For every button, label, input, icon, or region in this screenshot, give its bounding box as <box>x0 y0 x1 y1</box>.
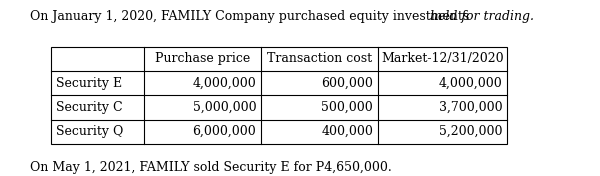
Text: 6,000,000: 6,000,000 <box>193 125 256 138</box>
Text: Security Q: Security Q <box>56 125 123 138</box>
Text: Market-12/31/2020: Market-12/31/2020 <box>381 52 504 65</box>
Text: 500,000: 500,000 <box>322 101 373 114</box>
Text: 3,700,000: 3,700,000 <box>439 101 502 114</box>
Text: 4,000,000: 4,000,000 <box>193 77 256 90</box>
Text: 600,000: 600,000 <box>322 77 373 90</box>
Text: Security E: Security E <box>56 77 122 90</box>
Text: 4,000,000: 4,000,000 <box>439 77 502 90</box>
Text: 5,000,000: 5,000,000 <box>193 101 256 114</box>
Text: Transaction cost: Transaction cost <box>267 52 372 65</box>
Text: 400,000: 400,000 <box>322 125 373 138</box>
Text: On January 1, 2020, FAMILY Company purchased equity investments: On January 1, 2020, FAMILY Company purch… <box>30 10 473 23</box>
Text: 5,200,000: 5,200,000 <box>439 125 502 138</box>
Text: held for trading.: held for trading. <box>430 10 534 23</box>
Text: On May 1, 2021, FAMILY sold Security E for P4,650,000.: On May 1, 2021, FAMILY sold Security E f… <box>30 161 392 174</box>
Text: Security C: Security C <box>56 101 122 114</box>
Text: Purchase price: Purchase price <box>155 52 250 65</box>
